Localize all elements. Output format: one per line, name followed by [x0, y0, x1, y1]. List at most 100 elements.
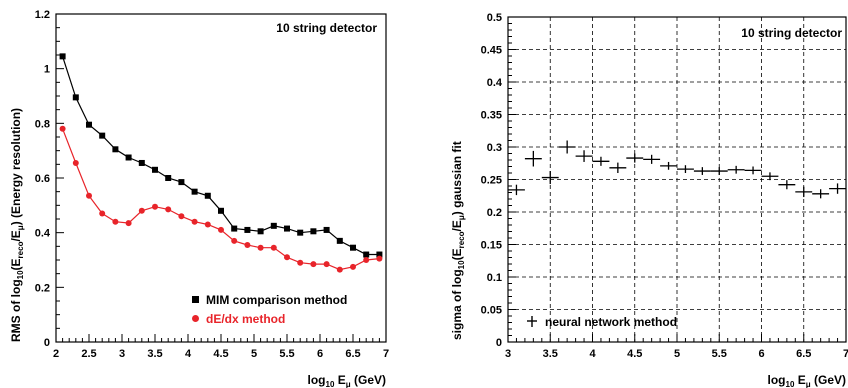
data-point-nn — [592, 156, 610, 166]
data-point-nn — [727, 165, 745, 174]
data-point-nn — [693, 167, 711, 175]
left-x-tick-label: 2.5 — [81, 348, 96, 360]
left-x-tick-label: 4.5 — [213, 348, 228, 360]
data-point-nn — [761, 172, 779, 181]
right-axis-ticks: 3 3.5 4 4.5 5 5.5 6 6.5 7 0 0.05 0.1 0.15 0.2 0.25 0.3 0… — [481, 12, 848, 360]
left-x-tick-label: 6 — [317, 348, 323, 360]
right-y-tick-label: 0.25 — [481, 175, 502, 187]
legend-label-mim: MIM comparison method — [206, 293, 347, 307]
left-series-layer — [59, 53, 383, 273]
legend-label-nn: neural network method — [545, 315, 677, 329]
data-point-mim — [376, 251, 383, 258]
left-x-tick-label: 4 — [185, 348, 192, 360]
right-y-tick-label: 0 — [496, 337, 502, 349]
right-y-tick-label: 0.15 — [481, 240, 502, 252]
data-point-mim — [191, 188, 198, 195]
data-point-mim — [99, 132, 106, 139]
right-y-tick-label: 0.45 — [481, 45, 502, 57]
left-y-tick-label: 0.8 — [35, 118, 50, 130]
data-point-mim — [204, 192, 211, 199]
data-point-mim — [257, 228, 264, 235]
data-point-dedx — [336, 266, 343, 273]
right-x-axis-label: log10 Eμ (GeV) — [768, 373, 847, 388]
left-x-tick-label: 3.5 — [147, 348, 162, 360]
data-point-dedx — [218, 226, 224, 233]
data-point-dedx — [270, 244, 277, 251]
data-point-dedx — [86, 192, 92, 199]
right-x-tick-label: 6.5 — [796, 348, 811, 360]
data-point-dedx — [191, 218, 198, 225]
data-point-dedx — [125, 220, 132, 227]
legend-marker-mim — [192, 296, 199, 303]
data-point-mim — [310, 228, 317, 235]
right-x-tick-label: 3 — [505, 348, 511, 360]
left-detector-annotation: 10 string detector — [276, 21, 377, 35]
data-point-dedx — [165, 206, 172, 213]
data-point-mim — [231, 225, 238, 232]
data-point-mim — [244, 226, 251, 233]
left-x-tick-label: 5.5 — [279, 348, 294, 360]
right-grid — [507, 16, 847, 343]
right-y-tick-label: 0.4 — [487, 77, 503, 89]
data-point-nn — [508, 184, 525, 196]
series-line-dedx — [62, 128, 380, 271]
right-y-tick-label: 0.05 — [481, 305, 502, 317]
data-point-dedx — [363, 257, 370, 263]
data-point-mim — [125, 154, 132, 161]
data-point-mim — [72, 94, 79, 101]
right-y-axis-label: sigma of log10(Ereco/Eμ) gaussian fit — [450, 141, 466, 340]
data-point-dedx — [138, 207, 145, 214]
data-point-dedx — [284, 254, 290, 261]
data-point-dedx — [99, 210, 106, 217]
data-point-mim — [350, 244, 356, 251]
data-point-dedx — [297, 259, 304, 266]
left-chart-panel: 2 2.5 3 3.5 4 4.5 5 5.5 6 6.5 7 0 0.2 0.4 0.6 0.8 1 1.2 1… — [9, 9, 389, 388]
right-x-tick-label: 5.5 — [712, 348, 727, 360]
data-point-mim — [138, 159, 145, 166]
data-point-nn — [643, 154, 661, 164]
data-point-nn — [660, 161, 677, 170]
right-chart-panel: 3 3.5 4 4.5 5 5.5 6 6.5 7 0 0.05 0.1 0.15 0.2 0.25 0.3 0… — [450, 12, 848, 388]
left-y-tick-label: 0.6 — [35, 173, 50, 185]
data-point-nn — [744, 166, 762, 175]
data-point-nn — [829, 183, 846, 194]
data-point-nn — [677, 165, 694, 173]
data-point-mim — [336, 237, 343, 244]
data-point-mim — [218, 207, 224, 214]
left-y-tick-label: 1 — [44, 64, 50, 76]
data-point-dedx — [72, 159, 79, 166]
data-point-mim — [86, 121, 92, 128]
left-legend: MIM comparison method dE/dx method — [192, 293, 347, 326]
data-point-dedx — [244, 241, 251, 248]
data-point-mim — [363, 251, 370, 258]
data-point-nn — [609, 162, 627, 173]
left-x-tick-label: 5 — [251, 348, 257, 360]
data-point-mim — [323, 226, 330, 233]
data-point-dedx — [204, 221, 211, 228]
left-y-tick-label: 0 — [44, 337, 50, 349]
right-y-tick-label: 0.5 — [487, 12, 502, 24]
data-point-nn — [541, 171, 559, 185]
data-point-mim — [178, 179, 185, 186]
data-point-nn — [710, 167, 728, 175]
data-point-dedx — [350, 263, 356, 270]
data-point-mim — [297, 229, 304, 236]
data-point-nn — [626, 153, 644, 163]
data-point-mim — [152, 166, 158, 173]
legend-marker-dedx — [192, 315, 199, 322]
data-point-nn — [558, 140, 576, 154]
data-point-nn — [524, 150, 542, 167]
data-point-nn — [778, 180, 796, 190]
right-x-tick-label: 3.5 — [543, 348, 558, 360]
data-point-dedx — [310, 261, 317, 268]
right-x-tick-label: 4.5 — [627, 348, 642, 360]
right-y-tick-label: 0.1 — [487, 272, 502, 284]
left-x-axis-label: log10 Eμ (GeV) — [308, 373, 387, 388]
data-point-dedx — [231, 237, 238, 244]
legend-label-dedx: dE/dx method — [206, 312, 285, 326]
left-x-tick-label: 2 — [53, 348, 59, 360]
data-point-dedx — [376, 255, 383, 262]
right-x-tick-label: 6 — [758, 348, 764, 360]
left-y-axis-label: RMS of log10(Ereco/Eμ) (Energy resolutio… — [9, 108, 25, 342]
